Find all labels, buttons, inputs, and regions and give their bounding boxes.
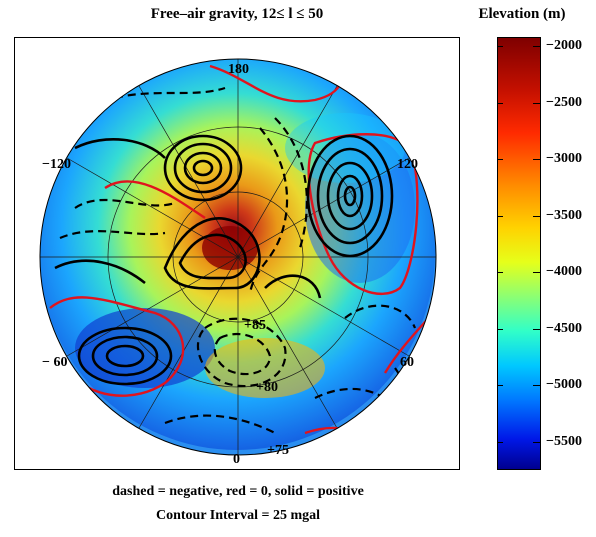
- colorbar-tick: [533, 159, 541, 160]
- lon-label-180: 180: [228, 62, 249, 77]
- colorbar-tick: [497, 216, 503, 217]
- negative-contours: [59, 86, 417, 434]
- polar-map-frame: 180 −120 120 − 60 60 0 +85 +80 +75: [14, 37, 460, 470]
- lon-label-minus-60: − 60: [42, 355, 67, 370]
- colorbar-tick: [533, 46, 541, 47]
- colorbar-tick-label: −3500: [546, 208, 582, 223]
- legend-note: dashed = negative, red = 0, solid = posi…: [112, 484, 364, 499]
- lon-label-0: 0: [233, 452, 240, 467]
- colorbar-tick: [497, 385, 503, 386]
- elevation-field: [40, 59, 436, 455]
- colorbar-tick-label: −5500: [546, 434, 582, 449]
- colorbar-tick: [497, 46, 503, 47]
- polar-map: 180 −120 120 − 60 60 0 +85 +80 +75: [39, 58, 437, 467]
- lon-label-60: 60: [400, 355, 414, 370]
- colorbar-tick-label: −2500: [546, 95, 582, 110]
- colorbar-tick: [533, 385, 541, 386]
- lat-label-85: +85: [244, 318, 266, 333]
- colorbar-tick: [497, 103, 503, 104]
- lat-label-75: +75: [267, 443, 289, 458]
- colorbar-tick: [497, 329, 503, 330]
- colorbar-tick: [533, 442, 541, 443]
- colorbar-tick-label: −5000: [546, 377, 582, 392]
- lat-label-80: +80: [256, 380, 278, 395]
- colorbar-tick: [497, 272, 503, 273]
- colorbar-tick-label: −4000: [546, 264, 582, 279]
- lon-label-minus-120: −120: [42, 157, 71, 172]
- colorbar-title: Elevation (m): [478, 6, 566, 22]
- colorbar-tick: [497, 442, 503, 443]
- lon-label-120: 120: [397, 157, 418, 172]
- graticule: [40, 59, 436, 455]
- colorbar-tick-label: −2000: [546, 38, 582, 53]
- colorbar-tick: [533, 216, 541, 217]
- colorbar: [497, 37, 541, 470]
- colorbar-tick-label: −4500: [546, 321, 582, 336]
- colorbar-tick-label: −3000: [546, 151, 582, 166]
- colorbar-tick: [497, 159, 503, 160]
- colorbar-tick: [533, 272, 541, 273]
- colorbar-tick: [533, 103, 541, 104]
- map-boundary: [39, 58, 437, 456]
- colorbar-tick: [533, 329, 541, 330]
- contour-interval-note: Contour Interval = 25 mgal: [155, 508, 321, 523]
- positive-contours: [54, 134, 394, 386]
- figure-title: Free–air gravity, 12≤ l ≤ 50: [150, 6, 324, 22]
